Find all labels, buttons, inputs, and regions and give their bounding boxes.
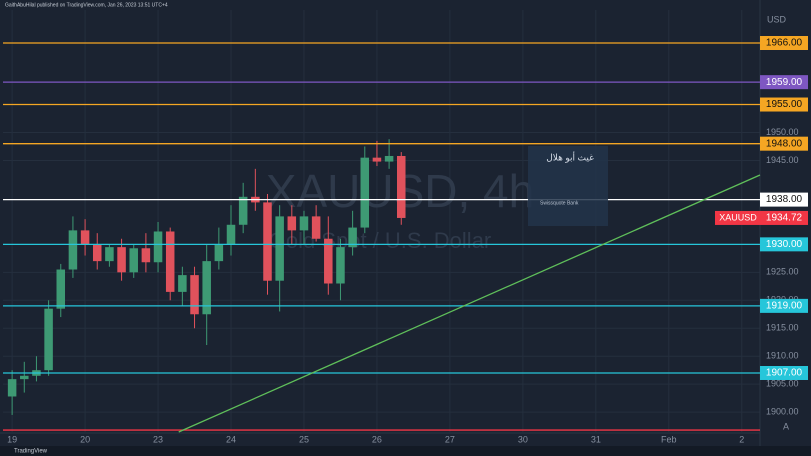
candle-body [80, 230, 90, 245]
x-tick-label: 26 [372, 434, 382, 444]
currency: USD [767, 14, 787, 24]
candle-body [360, 157, 370, 228]
candle-body [190, 275, 199, 315]
candle-body [324, 238, 333, 284]
candle-body [202, 261, 211, 315]
level-label-box [760, 97, 808, 112]
publisher: GaithAbuHilal published on TradingView.c… [5, 2, 168, 8]
last-price-name-box [715, 210, 760, 225]
watermark-subtitle: Gold Spot / U.S. Dollar [269, 228, 492, 253]
last-price-box [760, 210, 808, 225]
candle-body [287, 216, 297, 231]
y-tick-label: 1950.00 [766, 127, 799, 137]
candle-body [299, 216, 309, 231]
x-tick-label: 30 [518, 434, 528, 444]
y-tick-label: 1905.00 [766, 379, 799, 389]
candle-body [44, 308, 53, 371]
last-price-label: 1934.72 [766, 213, 803, 224]
candle-body [117, 247, 126, 273]
candle-body [311, 216, 321, 239]
level-label-box [760, 136, 808, 151]
footer-bar [0, 446, 811, 456]
level-label-box [760, 75, 808, 90]
level-label: 1930.00 [766, 239, 803, 250]
x-tick-label: 24 [226, 434, 236, 444]
candle-body [372, 157, 382, 162]
x-tick-label: 25 [299, 434, 309, 444]
candle-body [336, 247, 345, 284]
candle-body [275, 216, 284, 281]
level-label: 1959.00 [766, 77, 803, 88]
overlay-box [528, 146, 608, 226]
last-price-name: XAUUSD [719, 212, 757, 222]
candle-body [105, 247, 114, 262]
y-tick-label: 1945.00 [766, 155, 799, 165]
y-tick-label: 1910.00 [766, 351, 799, 361]
y-tick-label: 1915.00 [766, 323, 799, 333]
level-label-box [760, 365, 808, 380]
x-tick-label: 31 [591, 434, 601, 444]
candle-body [226, 224, 236, 245]
level-label: 1919.00 [766, 301, 803, 312]
candle-body [129, 248, 138, 273]
candle-body [92, 244, 102, 262]
level-label-box [760, 35, 808, 50]
x-tick-label: 27 [445, 434, 455, 444]
y-tick-label: 1900.00 [766, 407, 799, 417]
candle-body [384, 155, 394, 162]
x-tick-label: 20 [80, 434, 90, 444]
level-label-box [760, 237, 808, 252]
candle-body [397, 155, 406, 218]
candle-body [7, 379, 17, 397]
candle-body [56, 269, 66, 309]
candle-body [141, 248, 151, 263]
level-label-box [760, 298, 808, 313]
level-label: 1966.00 [766, 38, 803, 49]
trendline [178, 174, 761, 433]
candle-body [153, 231, 163, 263]
overlay-name: غيث أبو هلال [546, 151, 594, 162]
x-tick-label: 2 [739, 434, 744, 444]
candle-body [20, 375, 29, 380]
level-label: 1948.00 [766, 138, 803, 149]
x-tick-label: Feb [661, 434, 677, 444]
y-tick-label: 1925.00 [766, 267, 799, 277]
candle-body [263, 202, 272, 281]
candle-body [348, 227, 357, 248]
level-label: 1907.00 [766, 368, 803, 379]
auto-button[interactable]: A [783, 421, 789, 431]
level-label-box [760, 192, 808, 207]
footer-brand: TradingView [14, 449, 48, 455]
x-tick-label: 23 [153, 434, 163, 444]
candle-body [165, 231, 175, 292]
overlay-broker: Swissquote Bank [540, 200, 579, 206]
candle-body [178, 275, 187, 292]
candle-body [214, 244, 224, 262]
plot [3, 42, 761, 433]
candle-body [68, 230, 78, 270]
x-tick-label: 19 [7, 434, 17, 444]
level-label: 1955.00 [766, 99, 803, 110]
level-label: 1938.00 [766, 194, 803, 205]
candle-body [238, 196, 248, 225]
